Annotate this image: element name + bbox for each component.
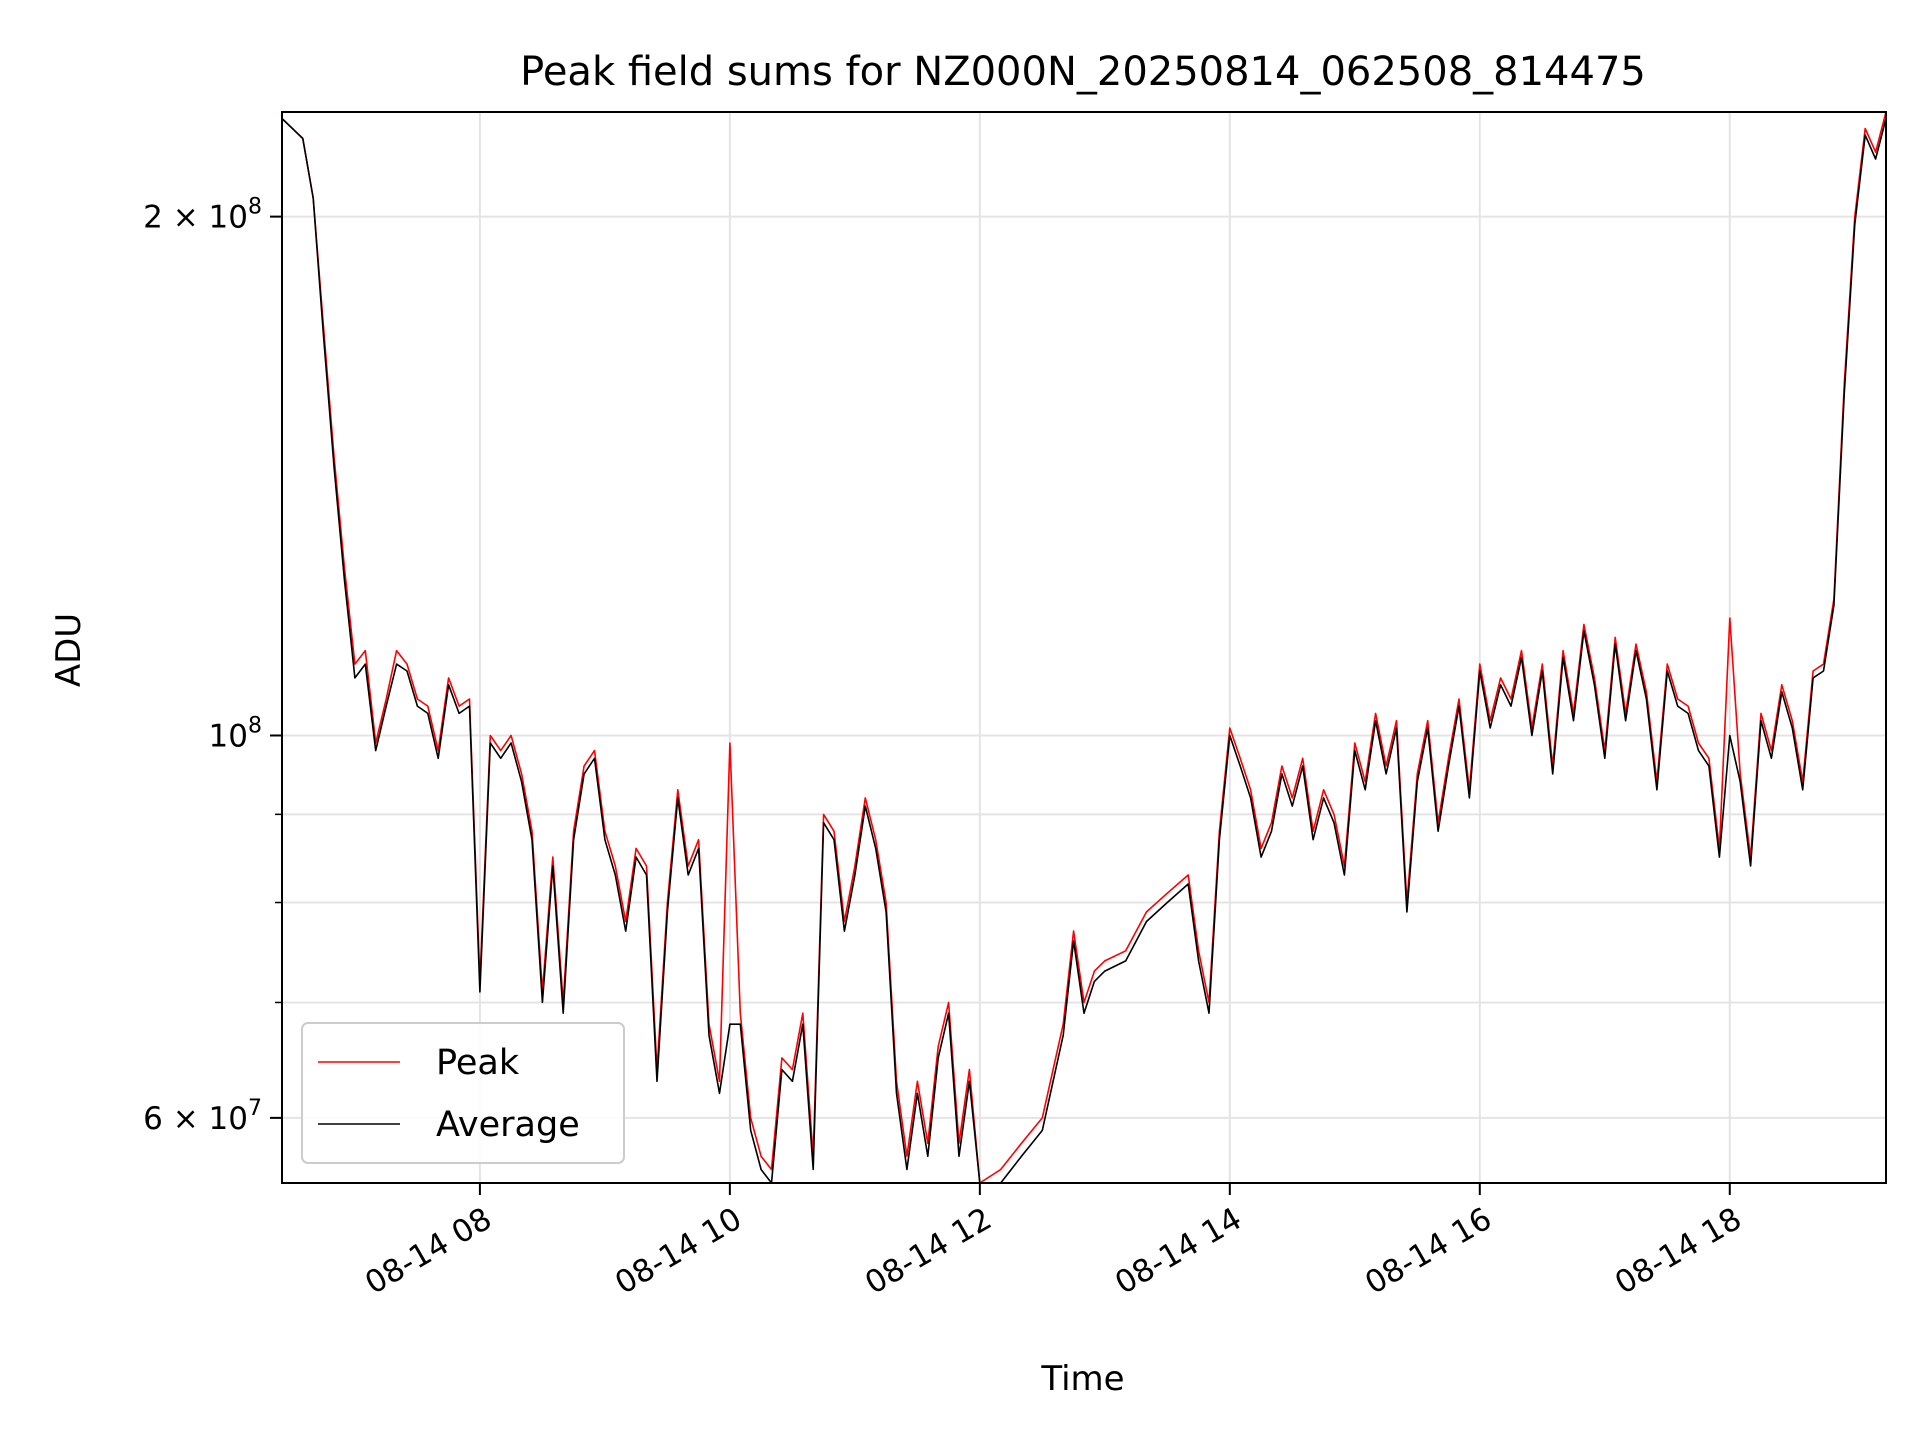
y-tick-label: 6 × 107 [143, 1096, 262, 1137]
y-tick-exponent: 8 [248, 713, 262, 738]
series-line-average [281, 117, 1887, 1184]
y-tick-exponent: 7 [248, 1096, 262, 1121]
y-tick-base: 6 × 10 [143, 1101, 248, 1137]
legend-box [301, 1022, 625, 1164]
y-tick-label: 108 [209, 713, 262, 754]
y-tick-base: 2 × 10 [143, 200, 248, 236]
y-tick-base: 10 [209, 718, 248, 754]
y-tick-exponent: 8 [248, 195, 262, 220]
legend-label: Peak [436, 1043, 520, 1083]
legend: Peak Average [301, 1022, 625, 1164]
plot-frame [281, 111, 1887, 1184]
y-tick-label: 2 × 108 [143, 195, 262, 236]
chart-title: Peak field sums for NZ000N_20250814_0625… [520, 49, 1646, 95]
x-axis-label: Time [1040, 1359, 1124, 1399]
series-lines [281, 111, 1887, 1184]
legend-label: Average [436, 1105, 580, 1145]
y-axis-label: ADU [49, 613, 89, 687]
